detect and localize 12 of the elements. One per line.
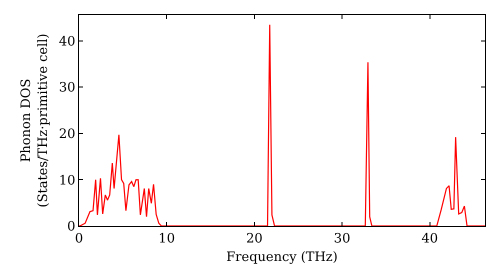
y-tick-label: 10 — [58, 173, 76, 188]
y-tick-label: 20 — [58, 127, 76, 142]
x-tick-label: 10 — [158, 232, 175, 247]
y-tick-label: 0 — [67, 220, 76, 235]
x-axis-title: Frequency (THz) — [226, 250, 338, 266]
x-tick-label: 40 — [421, 232, 438, 247]
line-series — [79, 24, 485, 226]
x-tick-label: 20 — [246, 232, 263, 247]
x-tick-label: 30 — [334, 232, 350, 247]
y-axis-title: Phonon DOS (States/THz·primitive cell) — [18, 33, 51, 208]
y-tick-label: 40 — [58, 34, 76, 50]
y-tick-label: 30 — [58, 80, 76, 96]
